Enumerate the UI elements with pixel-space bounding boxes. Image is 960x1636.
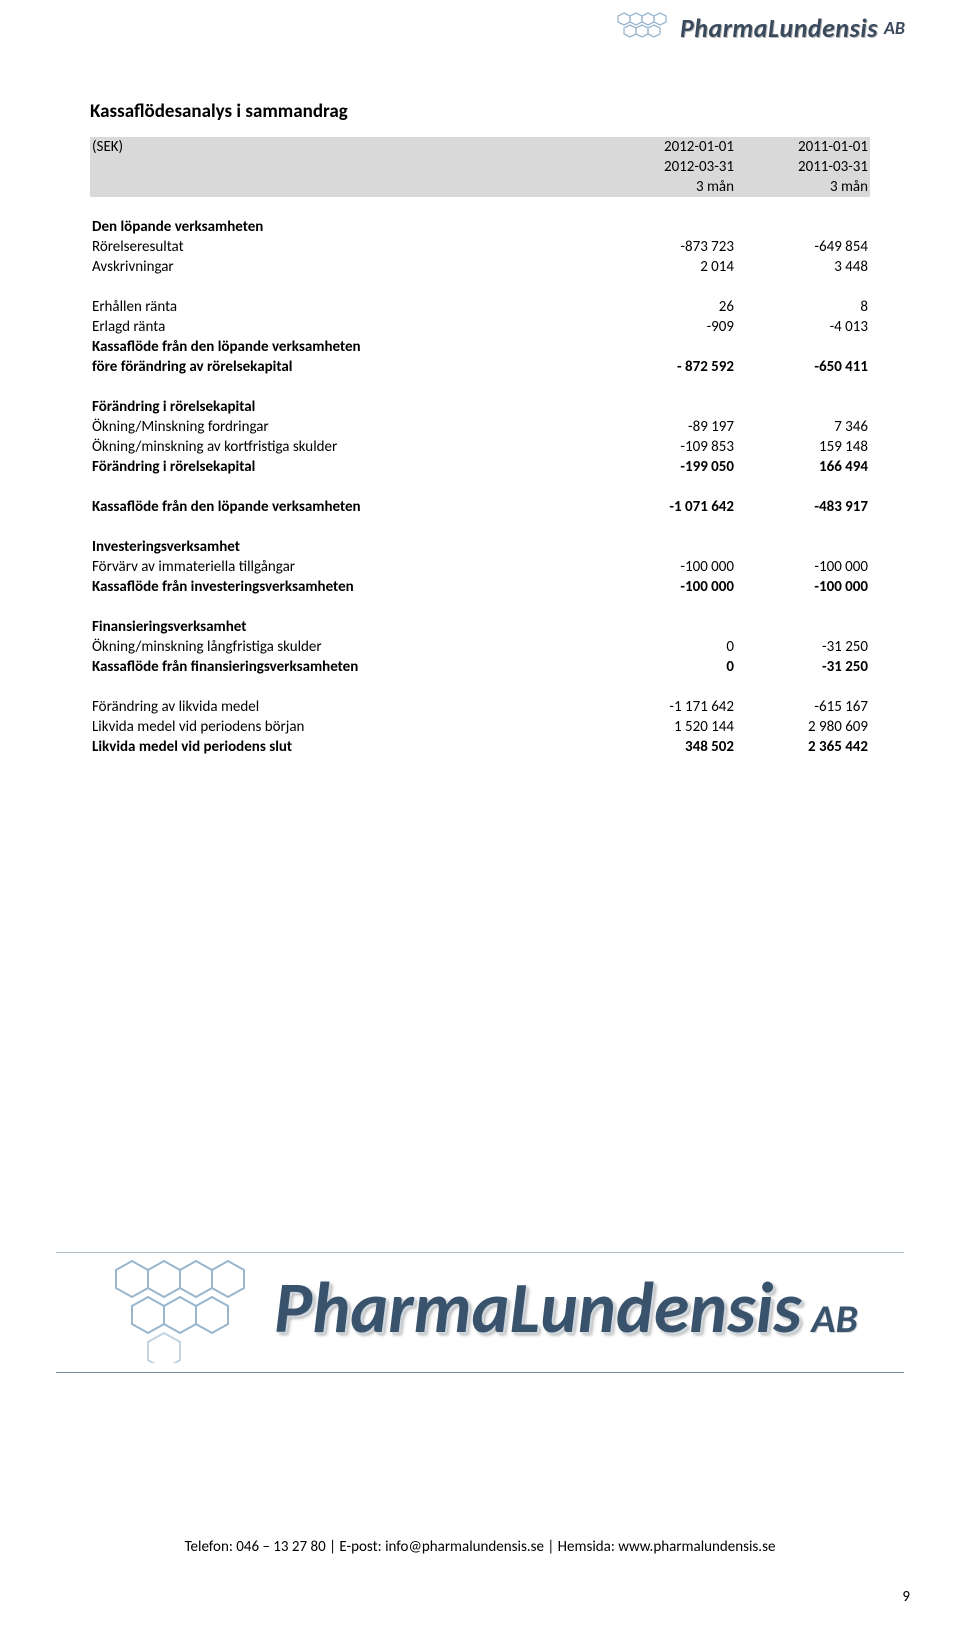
header-row-2: 2012-03-312011-03-31 — [90, 157, 870, 177]
h2c1: 2012-03-31 — [602, 157, 736, 177]
row-okn-lang: Ökning/minskning långfristiga skulder0-3… — [90, 637, 870, 657]
phone-label: Telefon: — [185, 1538, 237, 1556]
row-kf-fin: Kassaflöde från finansieringsverksamhete… — [90, 657, 870, 677]
row-for-likv: Förändring av likvida medel-1 171 642-61… — [90, 697, 870, 717]
web-label: Hemsida: — [558, 1538, 619, 1556]
section-operating: Den löpande verksamheten — [90, 217, 870, 237]
row-likv-slut: Likvida medel vid periodens slut348 5022… — [90, 737, 870, 757]
row-kf-loep: Kassaflöde från den löpande verksamheten… — [90, 497, 870, 517]
hex-pattern-icon — [614, 10, 674, 46]
header-row-1: (SEK)2012-01-012011-01-01 — [90, 137, 870, 157]
content-area: Kassaflödesanalys i sammandrag (SEK)2012… — [0, 0, 960, 757]
brand-suffix-small: AB — [884, 17, 905, 39]
top-logo: PharmaLundensis AB — [614, 10, 905, 46]
footer-contact: Telefon: 046 – 13 27 80 | E-post: info@p… — [0, 1538, 960, 1556]
web-value: www.pharmalundensis.se — [618, 1538, 775, 1556]
sep1: | — [326, 1538, 340, 1556]
row-forv-imm: Förvärv av immateriella tillgångar-100 0… — [90, 557, 870, 577]
row-okn-skuld: Ökning/minskning av kortfristiga skulder… — [90, 437, 870, 457]
row-erl-ranta: Erlagd ränta-909-4 013 — [90, 317, 870, 337]
email-value: info@pharmalundensis.se — [385, 1538, 544, 1556]
cashflow-table: (SEK)2012-01-012011-01-01 2012-03-312011… — [90, 137, 870, 757]
page-number: 9 — [902, 1588, 910, 1606]
phone-value: 046 – 13 27 80 — [236, 1538, 325, 1556]
header-row-3: 3 mån3 mån — [90, 177, 870, 197]
row-erh-ranta: Erhållen ränta268 — [90, 297, 870, 317]
h1c1: 2012-01-01 — [602, 137, 736, 157]
currency-label: (SEK) — [90, 137, 602, 157]
email-label: E-post: — [339, 1538, 385, 1556]
row-okn-fordr: Ökning/Minskning fordringar-89 1977 346 — [90, 417, 870, 437]
section-inv: Investeringsverksamhet — [90, 537, 870, 557]
row-kf-fore-2: före förändring av rörelsekapital- 872 5… — [90, 357, 870, 377]
h3c1: 3 mån — [602, 177, 736, 197]
h1c2: 2011-01-01 — [736, 137, 870, 157]
row-kf-inv: Kassaflöde från investeringsverksamheten… — [90, 577, 870, 597]
document-page: PharmaLundensis AB Kassaflödesanalys i s… — [0, 0, 960, 1636]
section-rk: Förändring i rörelsekapital — [90, 397, 870, 417]
hex-pattern-icon — [102, 1253, 262, 1363]
row-roerelseresultat: Rörelseresultat-873 723-649 854 — [90, 237, 870, 257]
row-likv-start: Likvida medel vid periodens början1 520 … — [90, 717, 870, 737]
section-fin: Finansieringsverksamhet — [90, 617, 870, 637]
h2c2: 2011-03-31 — [736, 157, 870, 177]
row-for-rk-sum: Förändring i rörelsekapital-199 050166 4… — [90, 457, 870, 477]
row-kf-fore-1: Kassaflöde från den löpande verksamheten — [90, 337, 870, 357]
brand-name-small: PharmaLundensis — [680, 12, 878, 44]
sep2: | — [544, 1538, 558, 1556]
h3c2: 3 mån — [736, 177, 870, 197]
big-logo-block: PharmaLundensis AB — [0, 1250, 960, 1373]
row-avskrivningar: Avskrivningar2 0143 448 — [90, 257, 870, 277]
brand-suffix-large: AB — [811, 1294, 858, 1343]
page-title: Kassaflödesanalys i sammandrag — [90, 100, 870, 123]
brand-name-large: PharmaLundensis — [274, 1264, 802, 1352]
